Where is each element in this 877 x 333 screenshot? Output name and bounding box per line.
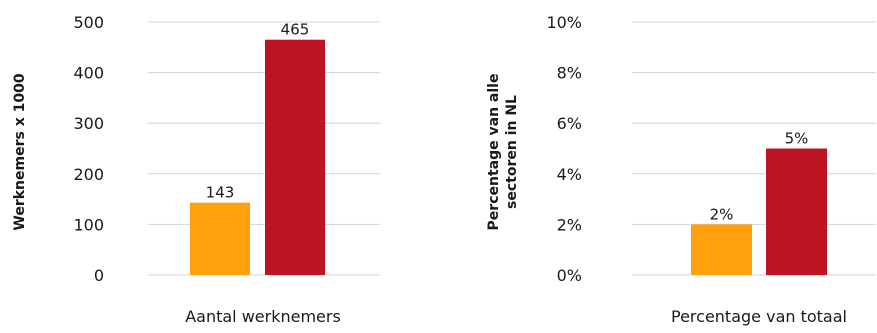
bar (766, 148, 827, 275)
data-label: 5% (785, 130, 809, 148)
chart-percentage: 0% 2% 4% 6% 8% 10% 2% 5% Percentage van totaal… (486, 13, 876, 326)
y-tick-label: 100 (73, 215, 104, 234)
data-labels: 2% 5% (710, 130, 809, 224)
data-labels: 143 465 (206, 21, 310, 202)
gridlines (632, 21, 876, 276)
data-label: 2% (710, 205, 734, 223)
y-tick-label: 0 (94, 266, 104, 285)
y-tick-label: 6% (557, 114, 582, 133)
y-tick-label: 500 (73, 13, 104, 32)
bar (265, 39, 325, 276)
x-axis-label: Percentage van totaal (671, 307, 847, 326)
bar (190, 202, 250, 275)
y-tick-label: 10% (546, 13, 582, 32)
gridlines (148, 21, 380, 276)
x-axis-label: Aantal werknemers (185, 307, 341, 326)
y-tick-label: 400 (73, 64, 104, 83)
data-label: 465 (281, 21, 310, 39)
y-axis-label: Percentage van alle sectoren in NL (486, 74, 520, 231)
y-tick-labels: 0% 2% 4% 6% 8% 10% (546, 13, 582, 285)
bar (691, 224, 752, 275)
y-tick-labels: 0 100 200 300 400 500 (73, 13, 104, 285)
chart-workers: 0 100 200 300 400 500 143 465 Aantal werknemer… (12, 13, 380, 326)
y-axis-label-line-1: Percentage van alle (486, 74, 502, 231)
data-label: 143 (206, 184, 235, 202)
y-tick-label: 300 (73, 114, 104, 133)
y-axis-label: Werknemers x 1000 (12, 73, 28, 230)
y-tick-label: 0% (557, 266, 582, 285)
bars (190, 39, 325, 276)
y-tick-label: 4% (557, 165, 582, 184)
y-axis-label-line-2: sectoren in NL (504, 95, 520, 209)
y-tick-label: 2% (557, 215, 582, 234)
y-tick-label: 200 (73, 165, 104, 184)
y-tick-label: 8% (557, 64, 582, 83)
bars (691, 148, 827, 275)
